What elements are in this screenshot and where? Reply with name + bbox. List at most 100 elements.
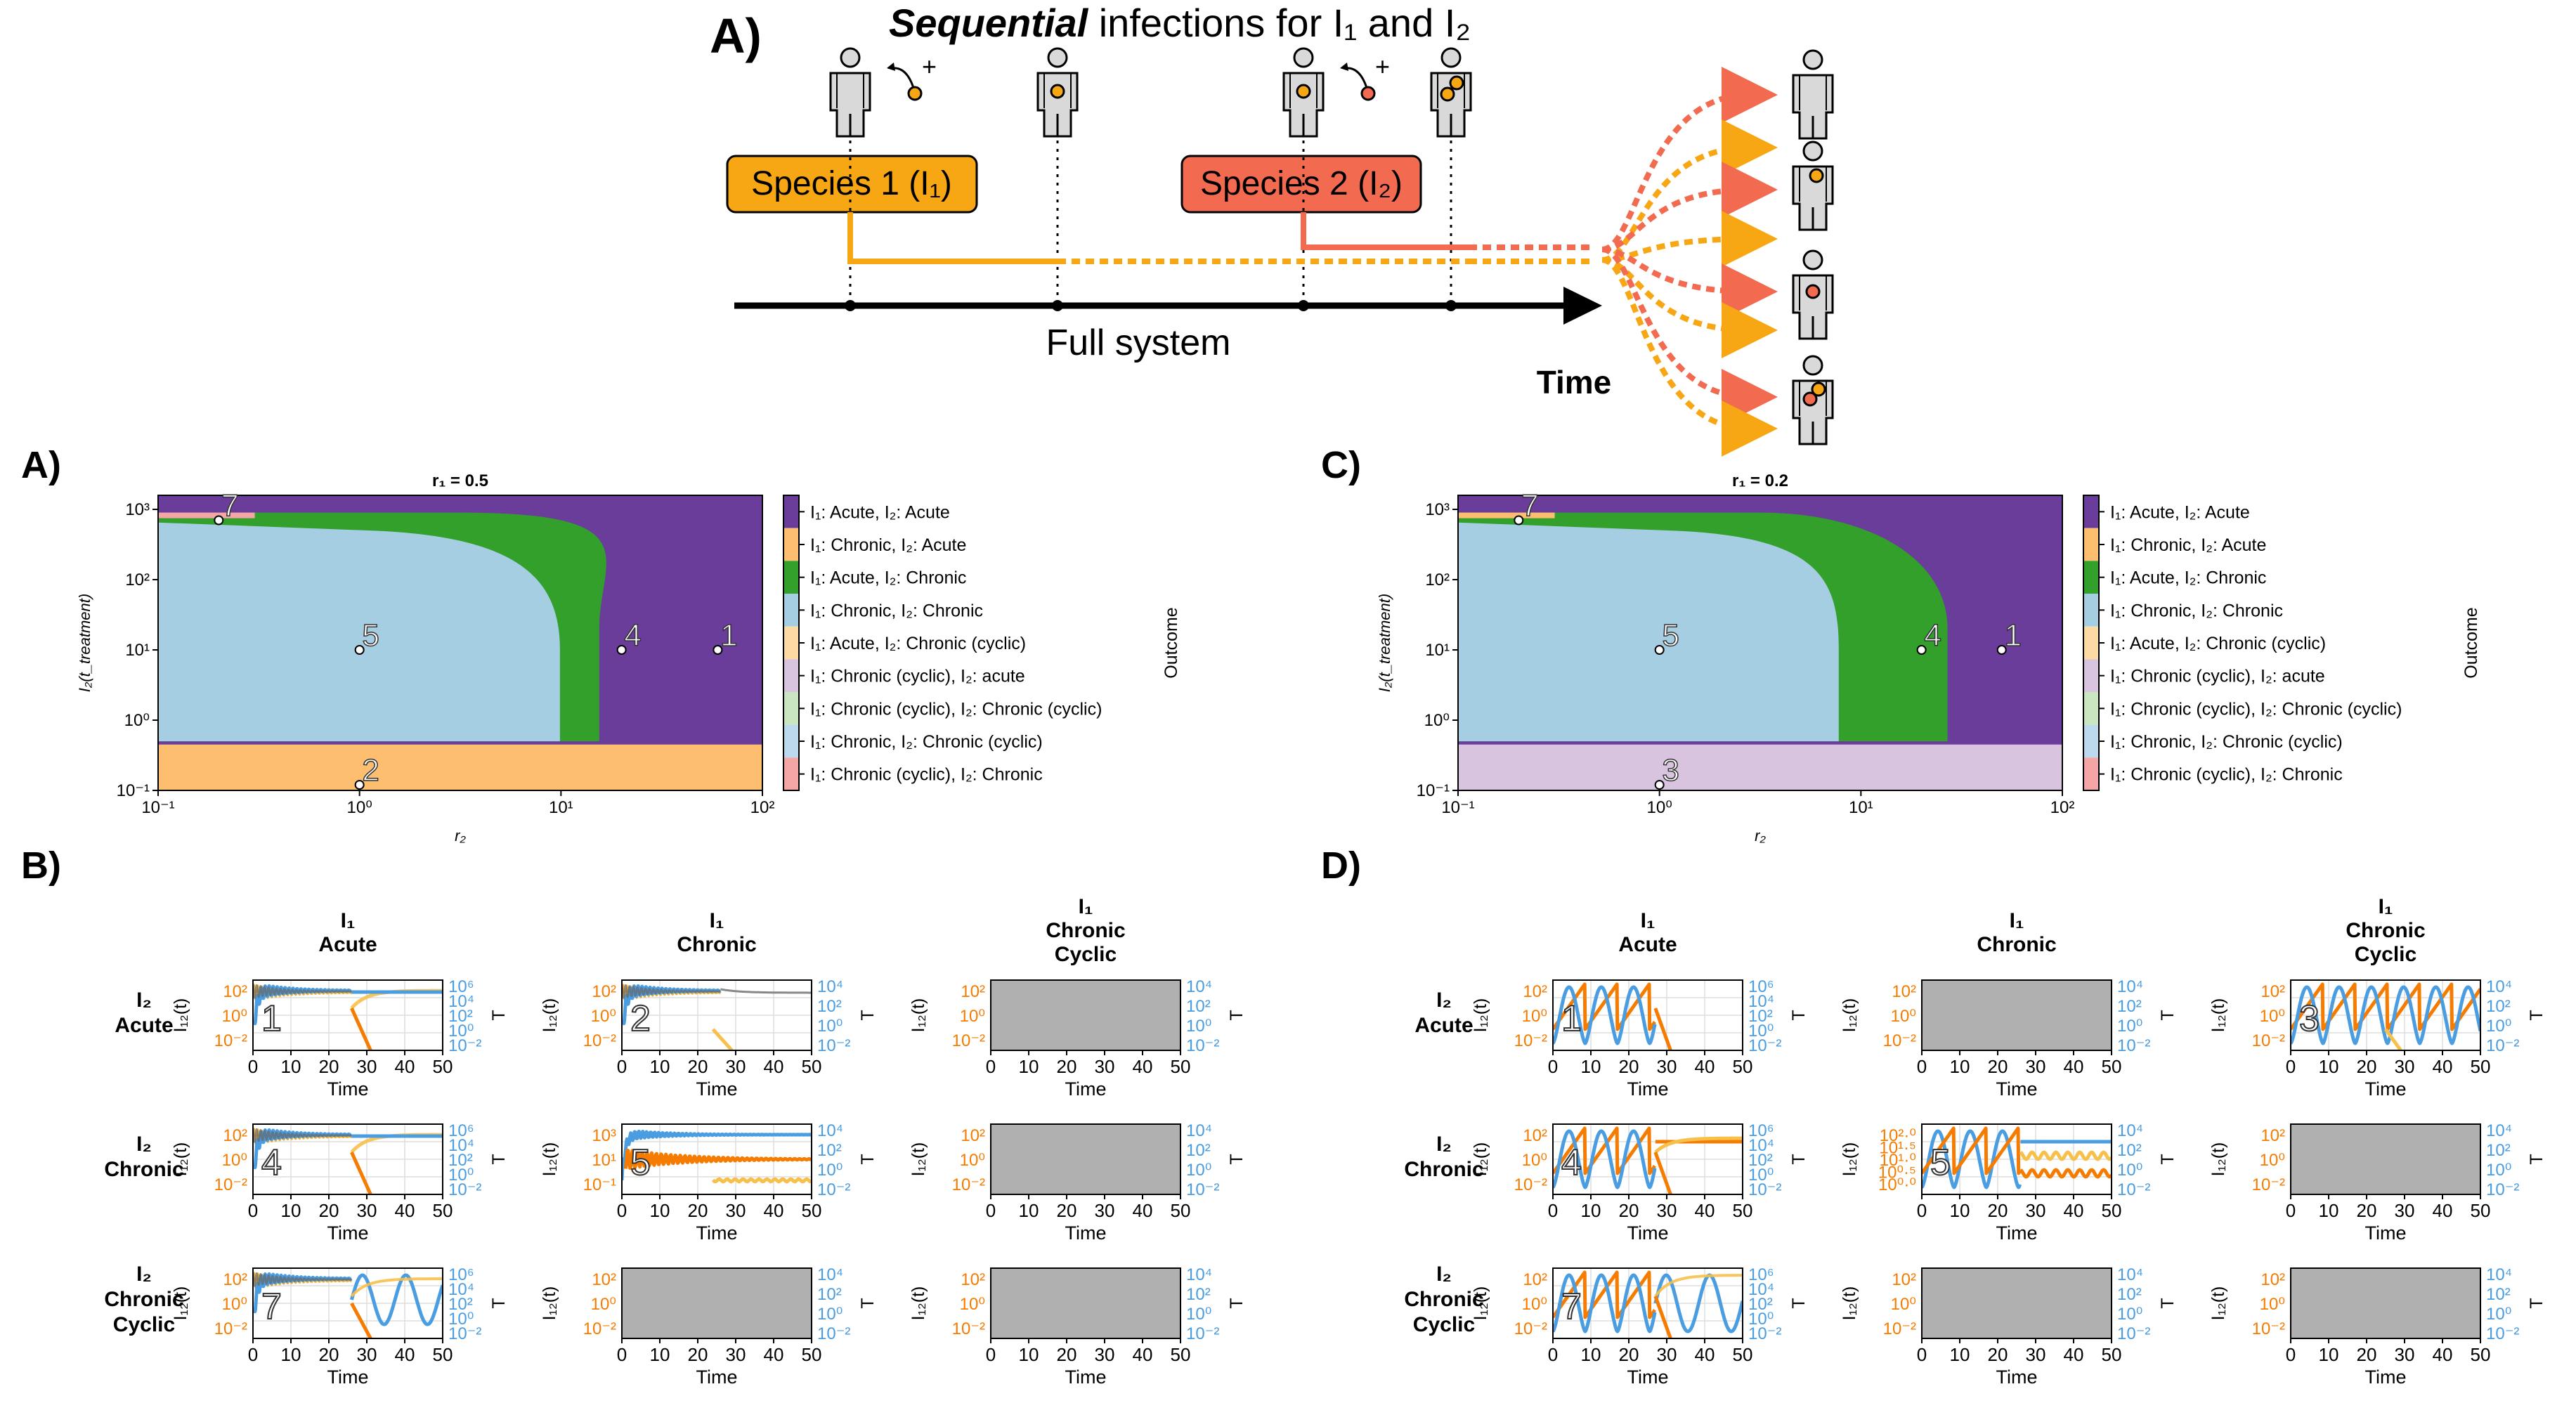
x-tick-label: 10 <box>1019 1056 1039 1077</box>
legend-title: Outcome <box>1162 607 1181 678</box>
map-frame <box>157 495 763 791</box>
left-y-tick-label: 10¹·⁵ <box>1879 1139 1916 1158</box>
x-tick-label: 40 <box>395 1200 415 1221</box>
legend-swatch <box>2083 692 2099 725</box>
x-tick-label: 50 <box>2102 1344 2122 1365</box>
left-y-tick-label: 10⁰ <box>960 1295 985 1314</box>
left-y-tick-label: 10⁻² <box>952 1319 985 1338</box>
row-header: I₂ <box>1436 1133 1452 1156</box>
x-tick-label: 40 <box>2064 1056 2084 1077</box>
x-tick-label: 10 <box>1950 1344 1970 1365</box>
right-y-tick-label: 10⁴ <box>2117 977 2143 996</box>
left-y-axis-label: I₁₂(t) <box>1471 1286 1490 1321</box>
right-y-tick-label: 10⁶ <box>1748 977 1774 996</box>
scenario-label: 7 <box>221 488 238 523</box>
right-y-tick-label: 10⁴ <box>817 977 843 996</box>
phase-map-panel: C) r₁ = 0.2 10⁻¹ 10⁰ 10¹ 10² 10³ 10² 10¹ 10⁰ 10⁻¹ r… <box>1321 444 2481 845</box>
row-header: Chronic <box>1404 1158 1483 1181</box>
right-y-tick-label: 10⁻² <box>817 1324 850 1343</box>
person-icon <box>1036 47 1079 138</box>
scenario-point <box>616 645 627 655</box>
right-y-axis-label: T <box>1227 1154 1247 1164</box>
right-y-tick-label: 10⁴ <box>2486 1121 2512 1140</box>
scenario-point <box>1916 645 1927 655</box>
right-y-tick-label: 10⁶ <box>448 1265 474 1284</box>
x-tick-label: 50 <box>1171 1200 1191 1221</box>
x-tick-label: 10 <box>1581 1344 1601 1365</box>
x-tick-label: 30 <box>2395 1344 2415 1365</box>
x-tick-label: 0 <box>1917 1344 1927 1365</box>
right-y-tick-label: 10⁰ <box>2117 1017 2142 1036</box>
right-y-tick-label: 10⁰ <box>2486 1017 2511 1036</box>
x-tick-label: 30 <box>2395 1200 2415 1221</box>
left-y-tick-label: 10⁻² <box>2252 1175 2285 1194</box>
right-y-tick-label: 10⁴ <box>448 1280 474 1299</box>
right-y-tick-label: 10⁰ <box>448 1166 474 1185</box>
left-y-tick-label: 10⁻² <box>1883 1319 1916 1338</box>
left-y-tick-label: 10⁰ <box>1522 1295 1547 1314</box>
right-y-tick-label: 10² <box>817 997 842 1016</box>
y-tick-label: 10³ <box>1425 500 1450 519</box>
scenario-label: 2 <box>362 753 379 788</box>
right-y-tick-label: 10⁰ <box>1186 1305 1211 1324</box>
x-axis-label: Time <box>327 1222 369 1244</box>
x-tick-label: 0 <box>1917 1200 1927 1221</box>
x-tick-label: 30 <box>726 1344 746 1365</box>
legend-label: I₁: Chronic, I₂: Chronic (cyclic) <box>2110 732 2343 752</box>
legend-label: I₁: Chronic (cyclic), I₂: Chronic (cycli… <box>810 699 1102 719</box>
y-tick-label: 10⁻¹ <box>1417 781 1450 800</box>
scenario-label: 7 <box>1521 488 1538 523</box>
left-y-tick-label: 10² <box>223 982 247 1001</box>
right-y-tick-label: 10⁰ <box>2486 1305 2511 1324</box>
legend-label: I₁: Chronic, I₂: Acute <box>2110 535 2266 555</box>
timeseries-cell: 0 10 20 30 40 50Time10²10⁰10⁻²I₁₂(t)10⁶10⁴10²… <box>171 1121 509 1244</box>
scenario-label: 5 <box>362 618 379 653</box>
left-y-axis-label: I₁₂(t) <box>1840 998 1859 1033</box>
x-axis-label: Time <box>2365 1078 2407 1100</box>
right-y-tick-label: 10² <box>2117 997 2142 1016</box>
legend-swatch <box>783 724 799 758</box>
left-y-tick-label: 10¹ <box>592 1151 616 1170</box>
timeseries-cell: 0 10 20 30 40 50Time10²10⁰10⁻²I₁₂(t)10⁶10⁴10²… <box>1471 1265 1809 1388</box>
right-y-tick-label: 10⁻² <box>2117 1036 2150 1055</box>
x-axis-label: Time <box>1627 1078 1669 1100</box>
right-y-tick-label: 10⁻² <box>448 1036 481 1055</box>
x-tick-label: 20 <box>319 1200 339 1221</box>
timeseries-cell: 0 10 20 30 40 50Time10²10⁰10⁻²I₁₂(t)10⁴10²10⁰… <box>2209 1265 2546 1388</box>
x-tick-label: 40 <box>395 1056 415 1077</box>
column-header: Cyclic <box>1055 943 1117 966</box>
right-y-axis-label: T <box>489 1154 509 1164</box>
x-tick-label: 50 <box>2471 1056 2491 1077</box>
x-tick-label: 30 <box>1095 1200 1115 1221</box>
x-axis-label: Time <box>1627 1367 1669 1388</box>
scenario-label: 4 <box>624 618 641 653</box>
x-tick-label: 10 <box>1019 1344 1039 1365</box>
x-tick-label: 0 <box>1548 1056 1558 1077</box>
x-tick-label: 10 <box>2319 1344 2339 1365</box>
x-axis-label: Time <box>1065 1367 1107 1388</box>
x-tick-label: 50 <box>1733 1344 1753 1365</box>
legend-label: I₁: Chronic, I₂: Chronic <box>2110 601 2283 620</box>
left-y-axis-label: I₁₂(t) <box>909 1142 928 1177</box>
row-header: Acute <box>115 1014 173 1037</box>
legend-swatch <box>2083 724 2099 758</box>
person-icon <box>1430 47 1472 138</box>
map-frame <box>1457 495 2063 791</box>
x-tick-label: 50 <box>1733 1056 1753 1077</box>
right-y-tick-label: 10⁻² <box>2117 1180 2150 1199</box>
right-y-tick-label: 10⁶ <box>448 1121 474 1140</box>
left-y-tick-label: 10¹·⁰ <box>1880 1151 1916 1170</box>
legend: I₁: Acute, I₂: Acute I₁: Chronic, I₂: Acu… <box>2083 495 2481 791</box>
scenario-label: 1 <box>261 998 282 1039</box>
legend-label: I₁: Chronic (cyclic), I₂: acute <box>2110 667 2325 686</box>
map-title: r₁ = 0.5 <box>432 471 488 490</box>
left-y-tick-label: 10⁰ <box>1522 1007 1547 1026</box>
right-y-axis-label: T <box>1789 1298 1809 1308</box>
x-tick-label: 20 <box>2357 1200 2377 1221</box>
x-tick-label: 40 <box>1695 1200 1715 1221</box>
y-tick-label: 10² <box>1425 570 1450 589</box>
right-y-tick-label: 10² <box>2117 1141 2142 1160</box>
timeseries-cell: 0 10 20 30 40 50Time10²10⁰10⁻²I₁₂(t)10⁴10²10⁰… <box>540 1265 878 1388</box>
scenario-label: 1 <box>2004 618 2021 653</box>
x-tick-label: 0 <box>1917 1056 1927 1077</box>
